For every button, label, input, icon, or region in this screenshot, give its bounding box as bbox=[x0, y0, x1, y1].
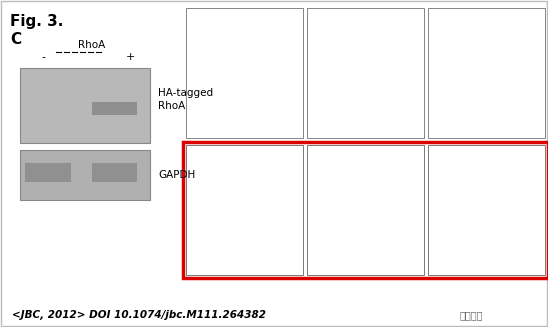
Text: Fig. 3.: Fig. 3. bbox=[10, 14, 64, 29]
Bar bbox=[20, 68, 150, 143]
Bar bbox=[186, 8, 303, 138]
Bar bbox=[428, 145, 545, 275]
Bar bbox=[25, 163, 71, 181]
Bar bbox=[307, 8, 424, 138]
Text: 50μm: 50μm bbox=[313, 129, 327, 134]
Text: RhoA/
mir-34a: RhoA/ mir-34a bbox=[432, 150, 478, 172]
Text: Con: Con bbox=[190, 13, 212, 23]
Text: HA-tagged
RhoA: HA-tagged RhoA bbox=[158, 88, 213, 111]
Bar bbox=[428, 8, 545, 138]
Text: RhoA: RhoA bbox=[311, 13, 341, 23]
Text: RhoA/
anti-mir-34a: RhoA/ anti-mir-34a bbox=[311, 150, 384, 172]
Bar bbox=[20, 150, 150, 200]
Text: 50μm: 50μm bbox=[434, 129, 448, 134]
Text: 科研讲坦: 科研讲坦 bbox=[460, 310, 483, 320]
Text: -: - bbox=[42, 52, 45, 62]
Text: GAPDH: GAPDH bbox=[158, 170, 195, 180]
Text: 50μm: 50μm bbox=[192, 266, 206, 271]
Text: mir-34a: mir-34a bbox=[190, 150, 236, 160]
Bar bbox=[92, 102, 137, 115]
Text: 50μm: 50μm bbox=[313, 266, 327, 271]
Text: 50μm: 50μm bbox=[192, 129, 206, 134]
Text: C: C bbox=[10, 32, 21, 47]
Text: +: + bbox=[126, 52, 135, 62]
Text: <JBC, 2012> DOI 10.1074/jbc.M111.264382: <JBC, 2012> DOI 10.1074/jbc.M111.264382 bbox=[12, 310, 266, 320]
Bar bbox=[186, 145, 303, 275]
Text: Anti-mir-34a: Anti-mir-34a bbox=[432, 13, 506, 23]
Bar bbox=[183, 142, 548, 278]
Text: RhoA: RhoA bbox=[78, 40, 105, 50]
Bar bbox=[92, 163, 137, 181]
Text: 50μm: 50μm bbox=[434, 266, 448, 271]
Bar bbox=[307, 145, 424, 275]
